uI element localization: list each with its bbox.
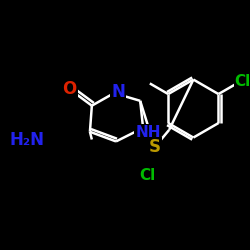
Text: Cl: Cl [234,74,250,89]
Text: NH: NH [135,125,161,140]
Text: N: N [111,83,125,101]
Text: H₂N: H₂N [10,130,44,148]
Text: S: S [149,138,161,156]
Text: O: O [62,80,77,98]
Text: Cl: Cl [139,168,155,183]
